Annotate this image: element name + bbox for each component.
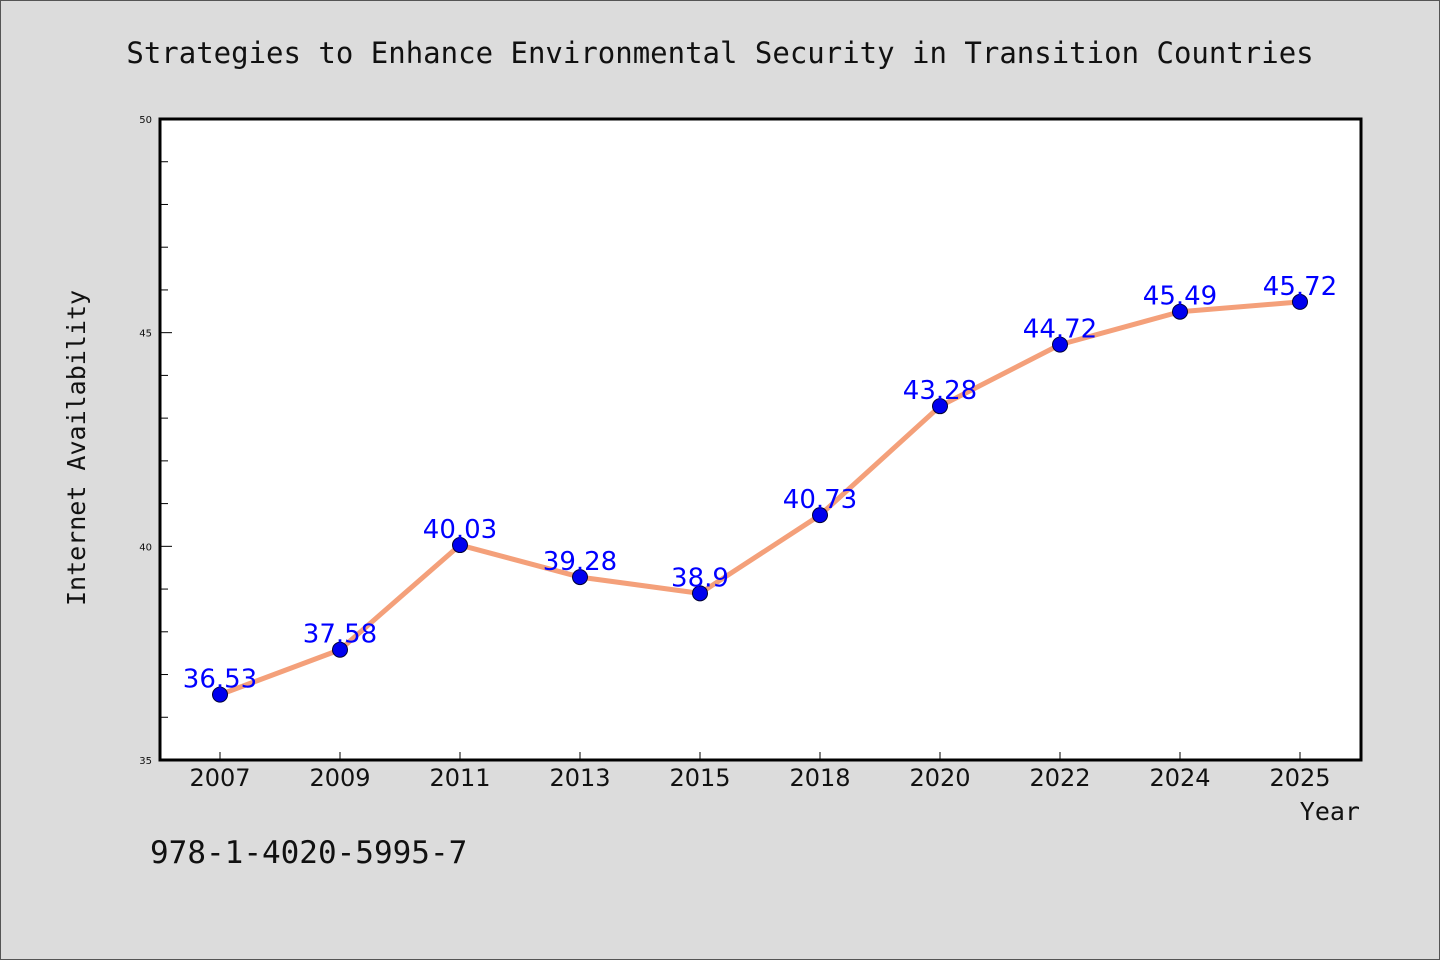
data-point-marker [1052, 336, 1068, 353]
data-point-marker [332, 641, 348, 658]
data-point-marker [572, 569, 588, 586]
x-tick-label: 2025 [1269, 764, 1330, 792]
x-tick-label: 2007 [189, 764, 250, 792]
x-tick-label: 2009 [309, 764, 370, 792]
plot-border [158, 117, 1363, 762]
data-point-label: 45.49 [1143, 282, 1217, 312]
data-point-marker [1292, 293, 1308, 310]
data-point-marker [692, 585, 708, 602]
data-point-marker [932, 398, 948, 415]
data-point-label: 38.9 [671, 563, 729, 593]
x-tick-label: 2022 [1029, 764, 1090, 792]
data-point-label: 37.58 [303, 620, 377, 650]
x-tick-label: 2020 [909, 764, 970, 792]
x-axis-label: Year [1300, 797, 1360, 826]
data-point-label: 36.53 [183, 665, 257, 695]
x-tick-label: 2013 [549, 764, 610, 792]
data-point-marker [212, 686, 228, 703]
data-markers [212, 293, 1308, 703]
data-point-marker [452, 537, 468, 554]
data-point-label: 39.28 [543, 547, 617, 577]
x-tick-label: 2015 [669, 764, 730, 792]
x-axis-ticks: 2007 2009 2011 2013 2015 2018 2020 2022 2024 2025 [189, 752, 1331, 792]
data-point-marker [812, 507, 828, 524]
y-tick-label: 50 [139, 115, 152, 126]
y-tick-label: 35 [139, 756, 152, 767]
series-line [217, 299, 1303, 698]
x-tick-label: 2018 [789, 764, 850, 792]
data-point-label: 40.03 [423, 515, 497, 545]
plot-area [160, 119, 1361, 760]
isbn-footnote: 978-1-4020-5995-7 [150, 835, 467, 871]
data-point-label: 45.72 [1263, 272, 1337, 302]
data-point-marker [1172, 303, 1188, 320]
data-labels: 36.53 37.58 40.03 39.28 38.9 40.73 43.28 44.72 4… [183, 272, 1337, 695]
x-tick-label: 2011 [429, 764, 490, 792]
y-tick-label: 45 [139, 329, 152, 340]
data-point-label: 40.73 [783, 485, 857, 515]
chart-title: Strategies to Enhance Environmental Secu… [126, 36, 1313, 70]
data-point-label: 44.72 [1023, 315, 1097, 345]
y-axis-label: Internet Availability [62, 290, 91, 606]
x-tick-label: 2024 [1149, 764, 1210, 792]
data-point-label: 43.28 [903, 376, 977, 406]
y-tick-label: 40 [139, 542, 152, 553]
